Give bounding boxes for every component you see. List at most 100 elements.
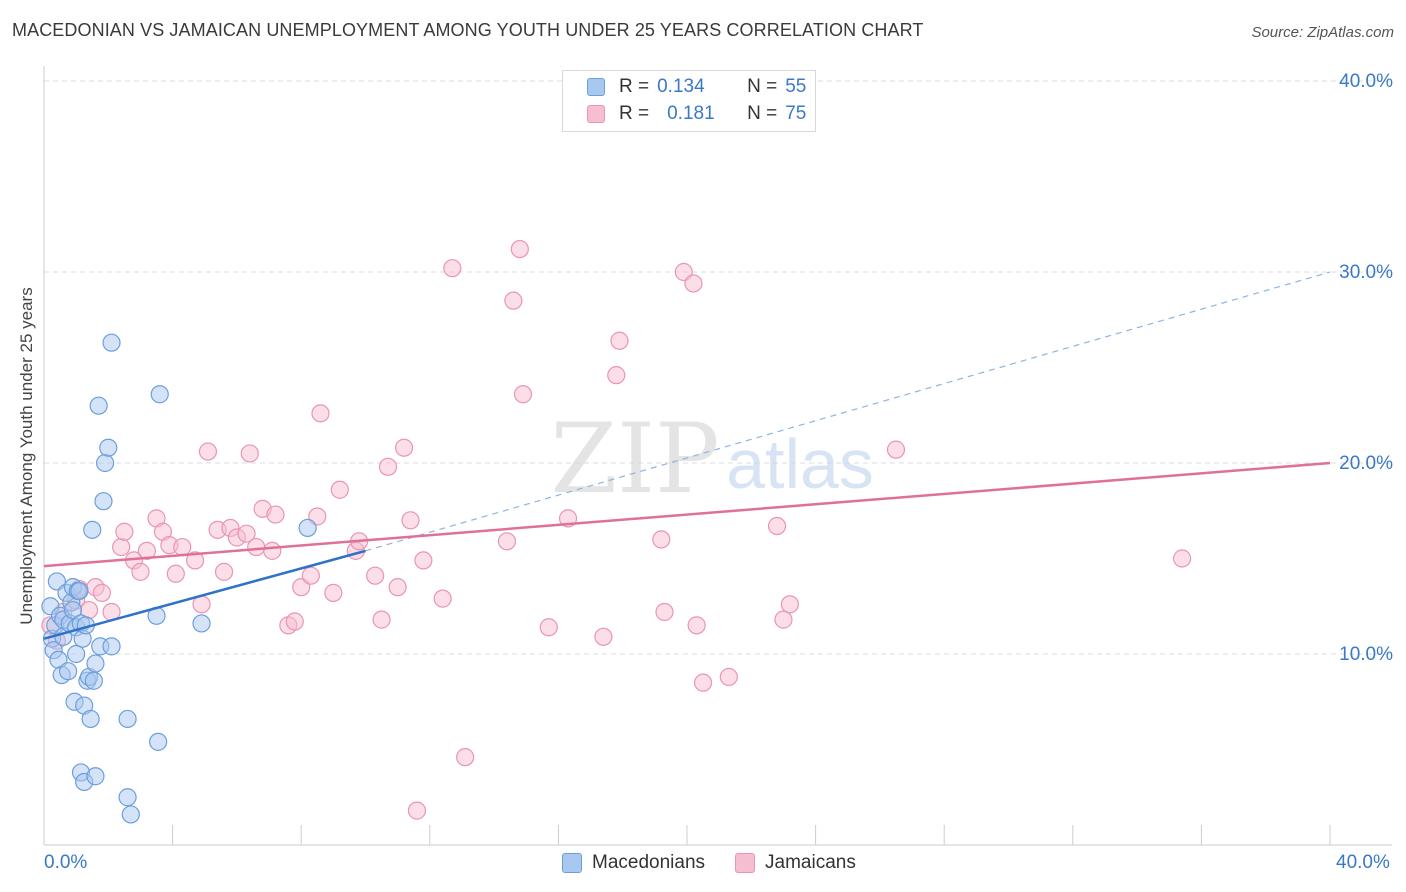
macedonian-point (86, 767, 105, 786)
jamaican-trend-line (43, 461, 1331, 568)
x-tick-label-min: 0.0% (44, 852, 88, 873)
jamaican-point (240, 444, 259, 463)
legend-n-label: N = (747, 103, 778, 124)
legend-r-label: R = (619, 103, 650, 124)
jamaican-point (774, 610, 793, 629)
jamaican-point (266, 505, 285, 524)
jamaican-point (407, 801, 427, 820)
jamaican-point (285, 612, 304, 631)
chart-title: MACEDONIAN VS JAMAICAN UNEMPLOYMENT AMON… (12, 20, 924, 40)
jamaican-point (780, 595, 799, 614)
jamaican-point (401, 511, 420, 530)
watermark: ZIP atlas (550, 403, 874, 515)
jamaican-point (137, 541, 156, 560)
legend-row-macedonians: R = 0.134 N = 55 (587, 75, 806, 99)
legend-swatch-jamaicans (735, 853, 756, 873)
jamaican-point (198, 442, 218, 461)
jamaican-point (652, 530, 671, 549)
macedonian-point (118, 788, 137, 807)
jamaican-point (330, 480, 349, 499)
legend-r-value: 0.134 (657, 76, 705, 97)
jamaican-point (655, 602, 674, 622)
jamaican-point (92, 583, 111, 602)
macedonian-point (84, 671, 103, 690)
jamaican-point (237, 524, 256, 543)
legend-label-macedonians: Macedonians (592, 852, 706, 873)
jamaican-point (497, 532, 517, 551)
watermark-atlas: atlas (726, 425, 874, 503)
axes (43, 66, 1392, 846)
macedonian-point (89, 396, 108, 415)
legend-item-macedonians[interactable]: Macedonians (562, 852, 705, 874)
source-label: Source: ZipAtlas.com (1251, 24, 1394, 41)
y-axis-label: Unemployment Among Youth under 25 years (17, 287, 36, 625)
macedonian-point (99, 438, 118, 457)
macedonian-point (67, 644, 86, 664)
jamaican-point (388, 578, 407, 597)
y-tick-labels: 10.0% 20.0% 30.0% 40.0% (1339, 71, 1393, 665)
jamaican-point (414, 551, 433, 570)
jamaican-point (513, 385, 533, 404)
jamaican-point (456, 748, 475, 767)
jamaican-point (115, 522, 134, 541)
legend-n-value: 55 (785, 76, 807, 97)
jamaican-point (366, 566, 385, 585)
jamaican-point (510, 239, 529, 259)
macedonians-points (41, 333, 317, 824)
legend-n-value: 75 (785, 103, 807, 124)
jamaican-point (693, 673, 713, 692)
jamaican-point (372, 610, 391, 629)
legend-n-label: N = (747, 76, 778, 97)
jamaican-point (610, 331, 629, 350)
legend-r-value: 0.181 (667, 103, 715, 124)
jamaican-point (112, 537, 131, 557)
macedonian-point (83, 520, 102, 539)
jamaican-point (166, 564, 185, 583)
jamaican-point (131, 562, 150, 581)
y-tick-label: 10.0% (1339, 644, 1393, 665)
correlation-legend: R = 0.134 N = 55 R = 0.181 N = 75 (562, 70, 816, 132)
macedonian-point (70, 581, 89, 601)
macedonian-point (86, 654, 105, 673)
macedonian-point (121, 805, 140, 824)
series-legend: Macedonians Jamaicans (562, 852, 886, 874)
jamaican-point (394, 438, 414, 457)
legend-swatch-macedonians (562, 853, 582, 873)
legend-row-jamaicans: R = 0.181 N = 75 (587, 102, 806, 126)
jamaican-point (539, 618, 558, 637)
y-tick-label: 40.0% (1339, 71, 1393, 92)
grid (44, 80, 1392, 655)
jamaican-point (886, 440, 906, 459)
jamaican-point (767, 516, 787, 536)
macedonian-point (59, 662, 78, 681)
legend-item-jamaicans[interactable]: Jamaicans (735, 852, 856, 874)
jamaican-point (247, 537, 266, 557)
x-tick-label-max: 40.0% (1336, 852, 1390, 873)
jamaican-point (504, 291, 523, 310)
macedonian-point (94, 492, 113, 511)
macedonian-point (102, 637, 121, 656)
macedonian-point (298, 518, 317, 538)
macedonian-point (149, 732, 168, 751)
macedonian-trend-line (43, 549, 366, 640)
y-tick-label: 20.0% (1339, 453, 1393, 474)
jamaican-point (378, 457, 398, 476)
watermark-zip: ZIP (550, 403, 719, 515)
macedonian-point (63, 600, 83, 620)
jamaican-point (687, 616, 706, 635)
legend-label-jamaicans: Jamaicans (765, 852, 856, 873)
jamaican-point (311, 404, 330, 423)
macedonian-point (81, 709, 100, 729)
legend-swatch-jamaicans (587, 105, 605, 123)
jamaican-point (186, 551, 205, 570)
jamaicans-points (41, 239, 1192, 820)
jamaican-point (324, 583, 343, 602)
jamaican-point (684, 274, 703, 293)
jamaican-point (214, 562, 234, 581)
macedonian-point (95, 453, 115, 473)
legend-r-label: R = (619, 76, 650, 97)
trend-lines (43, 271, 1331, 640)
macedonian-trend-extension (365, 271, 1331, 552)
macedonian-point (102, 333, 121, 352)
